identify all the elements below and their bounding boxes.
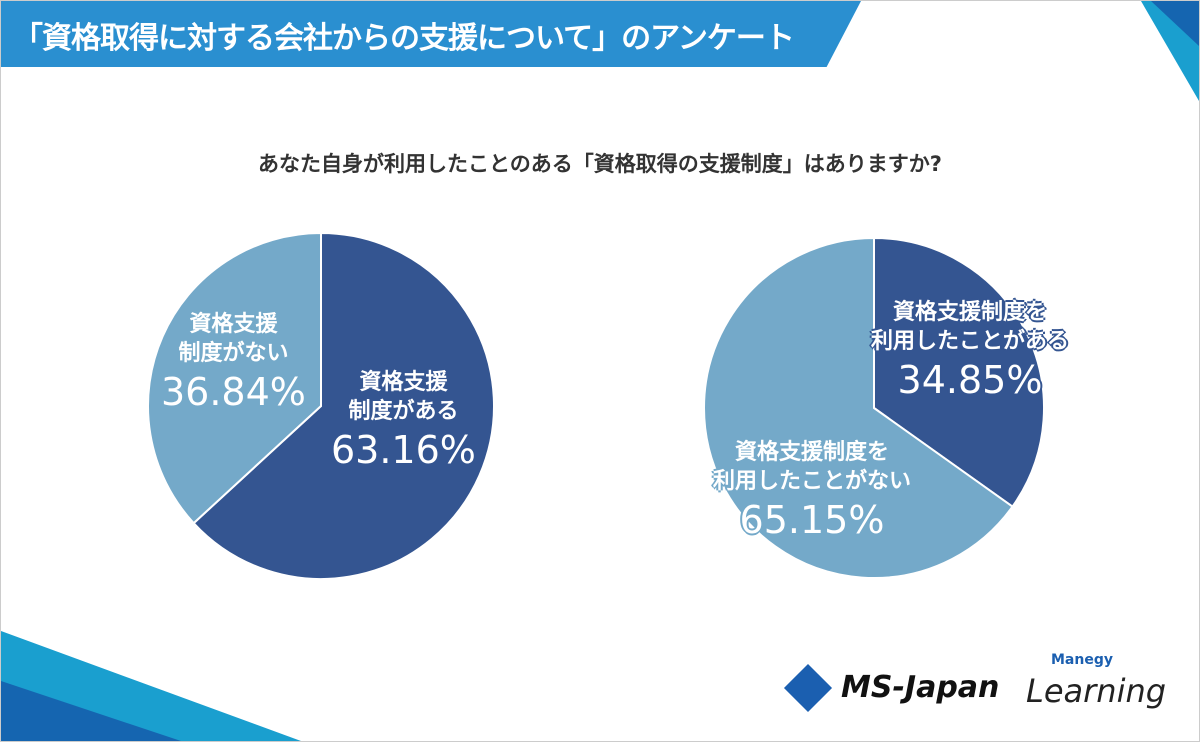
label-line: 資格支援制度を <box>893 300 1048 325</box>
title-banner <box>1 1 861 67</box>
pie-chart-left <box>147 231 495 580</box>
ms-japan-logo <box>783 663 833 713</box>
slice-label-none: 資格支援 制度がない 36.84% <box>161 311 306 418</box>
pie-slice <box>147 231 322 525</box>
label-line: 資格支援制度を <box>735 440 890 465</box>
pie-chart-right <box>703 236 1045 579</box>
decor-stripe <box>1151 1 1199 46</box>
pie-slice <box>703 236 1014 579</box>
slice-label-not-used: 資格支援制度を 利用したことがない 65.15% <box>713 439 911 546</box>
label-line: 制度がある <box>348 398 459 424</box>
slice-label-has: 資格支援 制度がある 63.16% <box>331 369 476 476</box>
label-line: 制度がない <box>178 340 289 366</box>
learning-wordmark: Learning <box>1026 672 1167 710</box>
ms-japan-mark-icon <box>783 663 833 713</box>
pie-slice <box>873 236 1045 509</box>
label-line: 資格支援 <box>359 370 448 395</box>
percent-label: 63.16% <box>331 428 476 473</box>
label-line: 利用したことがある <box>871 328 1070 354</box>
question-text: あなた自身が利用したことのある「資格取得の支援制度」はありますか? <box>258 152 942 176</box>
decor-stripe <box>1 681 181 741</box>
percent-label: 36.84% <box>161 370 306 415</box>
ms-japan-wordmark: MS-Japan <box>841 670 1000 705</box>
slice-label-used: 資格支援制度を 利用したことがある 34.85% <box>871 299 1069 406</box>
label-line: 利用したことがない <box>713 468 912 494</box>
percent-label: 65.15% <box>739 498 885 543</box>
page-title: 「資格取得に対する会社からの支援について」のアンケート <box>13 21 795 56</box>
pie-slice <box>192 231 495 580</box>
percent-label: 34.85% <box>897 358 1043 403</box>
manegy-wordmark: Manegy <box>1051 652 1113 668</box>
label-line: 資格支援 <box>189 312 278 337</box>
